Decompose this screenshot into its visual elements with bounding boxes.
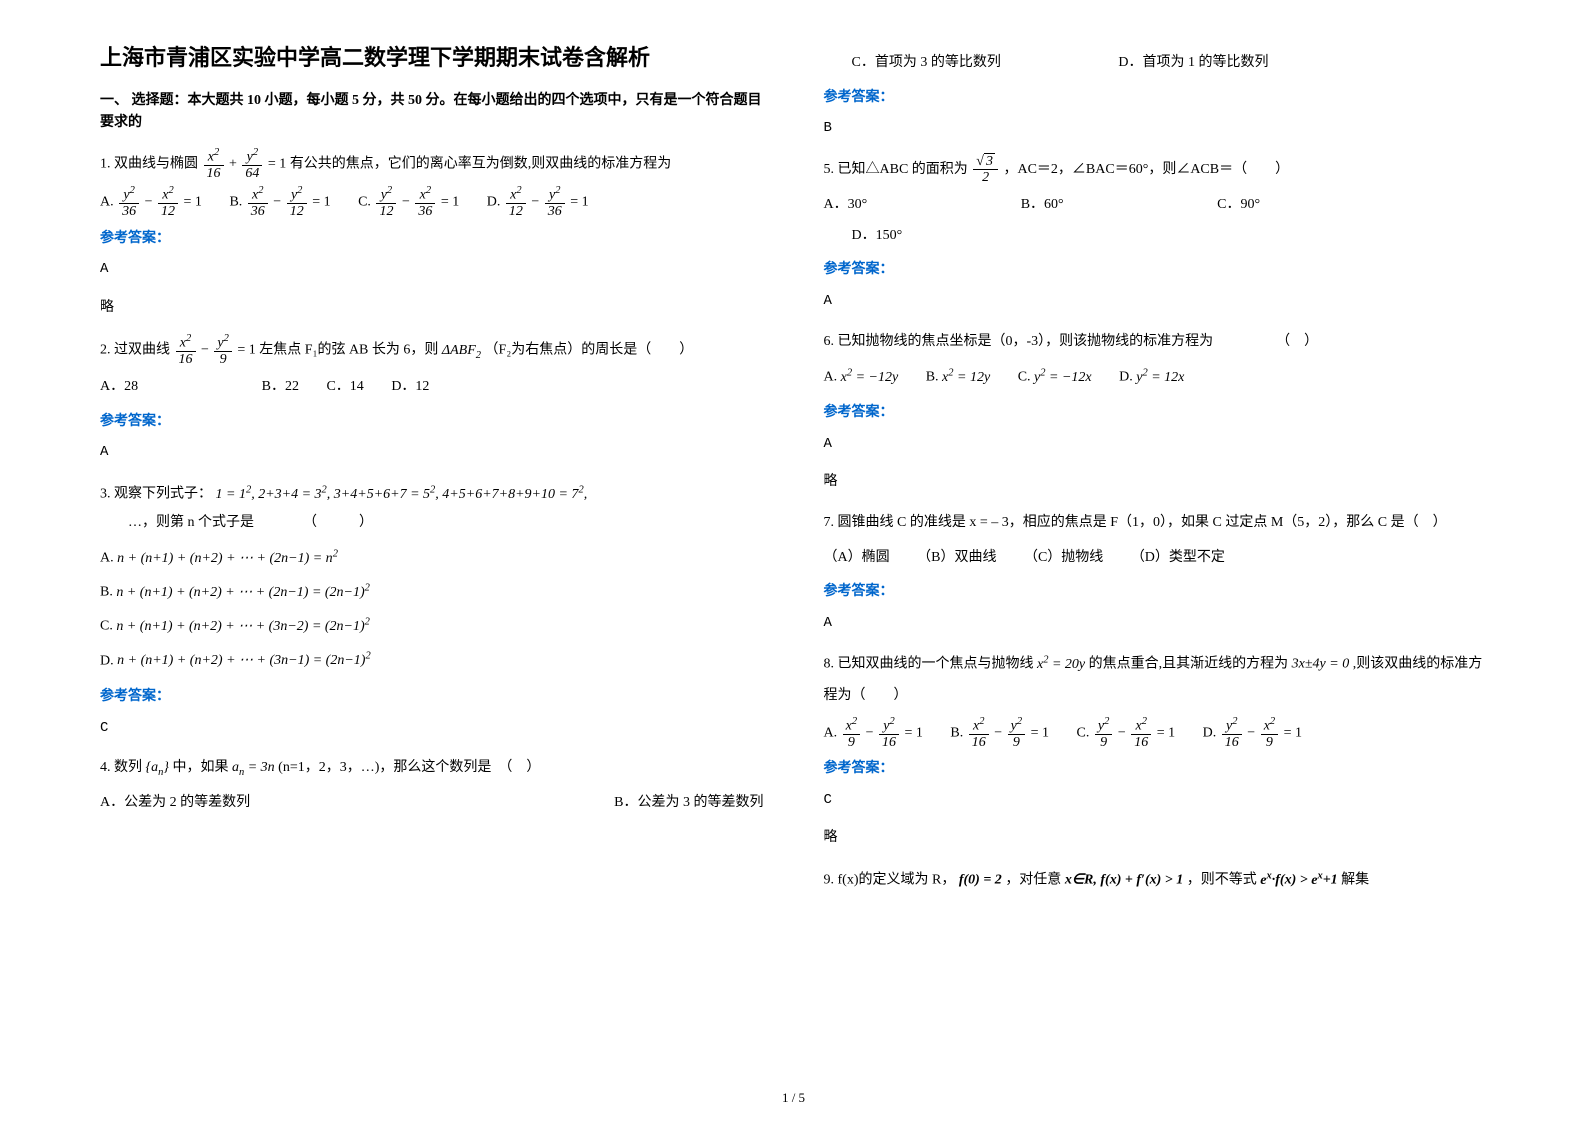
question-7: 7. 圆锥曲线 C 的准线是 x = – 3，相应的焦点是 F（1，0），如果 … <box>824 508 1488 637</box>
question-4-cont: C．首项为 3 的等比数列 D．首项为 1 的等比数列 参考答案： B <box>824 48 1488 142</box>
q3-answer: C <box>100 715 764 742</box>
answer-label: 参考答案： <box>824 400 1488 427</box>
q2-post: 左焦点 F₁的弦 AB 长为 6，则 <box>259 343 438 358</box>
q7-opt-a: （A）椭圆 <box>824 543 890 574</box>
q6-note: 略 <box>824 469 1488 496</box>
q5-post: ，AC＝2，∠BAC＝60°，则∠ACB＝（ ） <box>1003 162 1289 177</box>
q7-text: 圆锥曲线 C 的准线是 x = – 3，相应的焦点是 F（1，0），如果 C 过… <box>838 515 1447 530</box>
answer-label: 参考答案： <box>100 684 764 711</box>
q4-post: (n=1，2，3，…)，那么这个数列是 （ ） <box>278 760 540 775</box>
q4-pre: 数列 <box>114 760 142 775</box>
q5-opt-b: B．60° <box>1021 190 1064 221</box>
q1-answer: A <box>100 256 764 283</box>
q3-formula: 1 = 12, 2+3+4 = 32, 3+4+5+6+7 = 52, 4+5+… <box>216 487 588 502</box>
q2-pre: 过双曲线 <box>114 343 170 358</box>
q9-num: 9. <box>824 873 835 888</box>
question-3: 3. 观察下列式子： 1 = 12, 2+3+4 = 32, 3+4+5+6+7… <box>100 478 764 741</box>
section-header: 一、 选择题：本大题共 10 小题，每小题 5 分，共 50 分。在每小题给出的… <box>100 90 764 135</box>
q3-opt-c: C. n + (n+1) + (n+2) + ⋯ + (3n−2) = (2n−… <box>100 609 764 643</box>
question-9: 9. f(x)的定义域为 R， f(0) = 2 ，对任意 x∈R, f(x) … <box>824 864 1488 896</box>
q2-opt-d: D．12 <box>391 372 429 403</box>
q4-answer: B <box>824 115 1488 142</box>
q6-num: 6. <box>824 334 835 349</box>
q9-pre: f(x)的定义域为 R， <box>838 873 956 888</box>
q4-num: 4. <box>100 760 111 775</box>
q3-opt-d: D. n + (n+1) + (n+2) + ⋯ + (3n−1) = (2n−… <box>100 644 764 678</box>
q1-opt-d: D. x212 − y236 = 1 <box>487 185 589 219</box>
q8-opt-d: D. y216 − x29 = 1 <box>1203 716 1302 750</box>
q7-opt-b: （B）双曲线 <box>917 543 996 574</box>
q2-opt-c: C．14 <box>326 372 363 403</box>
q4-opt-d: D．首项为 1 的等比数列 <box>1118 48 1268 79</box>
q3-opt-b: B. n + (n+1) + (n+2) + ⋯ + (2n−1) = (2n−… <box>100 575 764 609</box>
question-6: 6. 已知抛物线的焦点坐标是（0，-3），则该抛物线的标准方程为 （ ） A. … <box>824 327 1488 496</box>
answer-label: 参考答案： <box>824 85 1488 112</box>
q8-opt-c: C. y29 − x216 = 1 <box>1077 716 1176 750</box>
q1-num: 1. <box>100 156 111 171</box>
q5-opt-c: C．90° <box>1217 190 1260 221</box>
q1-pre: 双曲线与椭圆 <box>114 156 198 171</box>
q7-answer: A <box>824 610 1488 637</box>
q1-post: 有公共的焦点，它们的离心率互为倒数,则双曲线的标准方程为 <box>290 156 672 171</box>
q8-opt-a: A. x29 − y216 = 1 <box>824 716 923 750</box>
q2-tail: （F₂为右焦点）的周长是（ ） <box>485 343 694 358</box>
q4-opt-c: C．首项为 3 的等比数列 <box>824 48 1001 79</box>
q7-num: 7. <box>824 515 835 530</box>
q6-opt-d: D. y2 = 12x <box>1119 361 1184 393</box>
question-5: 5. 已知△ABC 的面积为 √32 ，AC＝2，∠BAC＝60°，则∠ACB＝… <box>824 154 1488 315</box>
q9-post: ，则不等式 <box>1187 873 1257 888</box>
q8-pre: 已知双曲线的一个焦点与抛物线 <box>838 657 1034 672</box>
q3-opt-a: A. n + (n+1) + (n+2) + ⋯ + (2n−1) = n2 <box>100 541 764 575</box>
q3-num: 3. <box>100 487 111 502</box>
q4-opts-first: A．公差为 2 的等差数列 B．公差为 3 的等差数列 <box>100 788 764 819</box>
q6-opt-b: B. x2 = 12y <box>926 361 990 393</box>
q9-mid: ，对任意 <box>1005 873 1061 888</box>
q5-opt-d: D．150° <box>824 221 903 252</box>
q1-note: 略 <box>100 295 764 322</box>
q6-text: 已知抛物线的焦点坐标是（0，-3），则该抛物线的标准方程为 （ ） <box>838 334 1319 349</box>
q8-mid: 的焦点重合,且其渐近线的方程为 <box>1089 657 1289 672</box>
q3-text2: …，则第 n 个式子是 （ ） <box>100 510 764 537</box>
q5-opt-a: A．30° <box>824 190 868 221</box>
q9-tail: 解集 <box>1341 873 1369 888</box>
q1-ellipse: x216 <box>204 147 224 181</box>
q7-opt-c: （C）抛物线 <box>1024 543 1103 574</box>
q2-num: 2. <box>100 343 111 358</box>
question-2: 2. 过双曲线 x216 − y29 = 1 左焦点 F₁的弦 AB 长为 6，… <box>100 333 764 465</box>
q5-pre: 已知△ABC 的面积为 <box>838 162 968 177</box>
q4-mid: 中，如果 <box>172 760 228 775</box>
answer-label: 参考答案： <box>100 409 764 436</box>
q2-opt-a: A．28 <box>100 372 138 403</box>
q5-num: 5. <box>824 162 835 177</box>
page-footer: 1 / 5 <box>0 1090 1587 1106</box>
q6-answer: A <box>824 431 1488 458</box>
q6-opt-a: A. x2 = −12y <box>824 361 899 393</box>
q3-text: 观察下列式子： <box>114 487 212 502</box>
q1-opt-c: C. y212 − x236 = 1 <box>358 185 459 219</box>
q8-num: 8. <box>824 657 835 672</box>
q1-opt-a: A. y236 − x212 = 1 <box>100 185 202 219</box>
q2-opt-b: B．22 <box>262 372 299 403</box>
q2-answer: A <box>100 439 764 466</box>
answer-label: 参考答案： <box>824 756 1488 783</box>
question-8: 8. 已知双曲线的一个焦点与抛物线 x2 = 20y 的焦点重合,且其渐近线的方… <box>824 648 1488 851</box>
q8-note: 略 <box>824 825 1488 852</box>
q8-answer: C <box>824 787 1488 814</box>
q1-opt-b: B. x236 − y212 = 1 <box>229 185 330 219</box>
answer-label: 参考答案： <box>824 257 1488 284</box>
page-title: 上海市青浦区实验中学高二数学理下学期期末试卷含解析 <box>100 40 764 72</box>
question-4: 4. 数列 {an} 中，如果 an = 3n (n=1，2，3，…)，那么这个… <box>100 753 764 819</box>
q6-opt-c: C. y2 = −12x <box>1018 361 1092 393</box>
answer-label: 参考答案： <box>824 579 1488 606</box>
answer-label: 参考答案： <box>100 226 764 253</box>
q8-opt-b: B. x216 − y29 = 1 <box>950 716 1049 750</box>
question-1: 1. 双曲线与椭圆 x216 + y264 = 1 有公共的焦点，它们的离心率互… <box>100 147 764 322</box>
q7-opt-d: （D）类型不定 <box>1131 543 1225 574</box>
q5-answer: A <box>824 288 1488 315</box>
